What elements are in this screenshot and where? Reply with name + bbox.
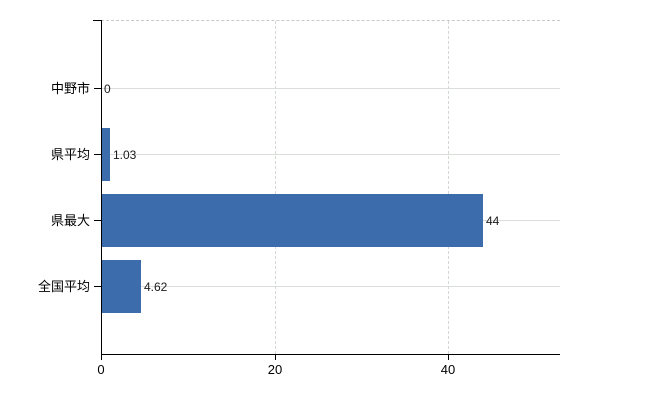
y-axis-top-tick — [93, 20, 101, 21]
category-label-1: 県平均 — [50, 147, 90, 162]
x-tick-label-0: 0 — [97, 362, 105, 377]
bar-3 — [101, 260, 141, 313]
value-label-2: 44 — [486, 214, 500, 228]
gridline-horizontal — [101, 88, 560, 89]
y-tick-3 — [94, 286, 101, 287]
category-label-0: 中野市 — [50, 81, 90, 96]
bar-1 — [101, 128, 110, 181]
category-label-2: 県最大 — [50, 213, 90, 228]
x-tick-label-2: 40 — [440, 362, 456, 377]
y-tick-1 — [94, 154, 101, 155]
value-label-3: 4.62 — [144, 280, 168, 294]
category-label-3: 全国平均 — [37, 279, 90, 294]
value-label-0: 0 — [104, 82, 111, 96]
x-tick-0 — [101, 354, 102, 360]
x-tick-label-1: 20 — [267, 362, 283, 377]
y-axis-line — [101, 20, 102, 354]
plot-area: 0 1.03 44 4.62 — [101, 20, 560, 354]
gridline-vertical — [275, 21, 276, 354]
gridline-horizontal — [101, 154, 560, 155]
gridline-horizontal — [101, 286, 560, 287]
x-tick-1 — [275, 354, 276, 360]
x-axis-line — [101, 354, 560, 355]
bar-2 — [101, 194, 483, 247]
x-tick-2 — [448, 354, 449, 360]
gridline-vertical — [448, 21, 449, 354]
value-label-1: 1.03 — [113, 148, 137, 162]
y-tick-2 — [94, 220, 101, 221]
y-tick-0 — [94, 88, 101, 89]
